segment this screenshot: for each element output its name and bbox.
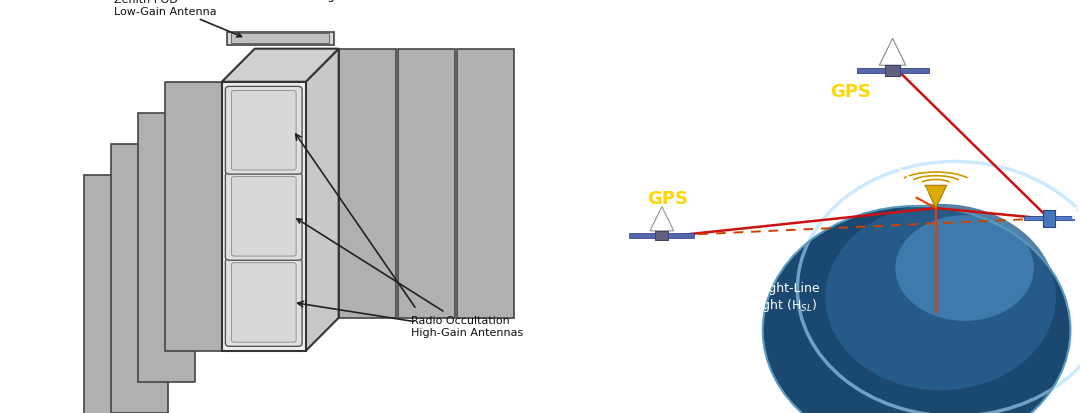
Text: Straight-Line
Height (H$_{SL}$): Straight-Line Height (H$_{SL}$) xyxy=(739,281,820,313)
Polygon shape xyxy=(231,34,329,44)
FancyBboxPatch shape xyxy=(226,87,302,175)
Text: GPS: GPS xyxy=(648,190,688,208)
FancyBboxPatch shape xyxy=(226,173,302,261)
Polygon shape xyxy=(84,176,140,413)
Polygon shape xyxy=(138,114,194,382)
Polygon shape xyxy=(399,50,455,318)
Ellipse shape xyxy=(762,206,1070,413)
Bar xyxy=(1024,217,1043,221)
Polygon shape xyxy=(306,50,339,351)
Text: Spire: Spire xyxy=(1061,203,1080,218)
Polygon shape xyxy=(339,50,395,318)
Bar xyxy=(1055,217,1074,221)
Polygon shape xyxy=(924,186,947,209)
Text: Jamming: Jamming xyxy=(849,126,917,140)
FancyBboxPatch shape xyxy=(231,177,296,256)
Text: H$_{SL}$ = -140km: H$_{SL}$ = -140km xyxy=(686,240,773,256)
FancyBboxPatch shape xyxy=(231,91,296,171)
Text: Radio Occultation
High-Gain Antennas: Radio Occultation High-Gain Antennas xyxy=(297,219,523,337)
Polygon shape xyxy=(111,145,167,413)
Ellipse shape xyxy=(825,204,1056,390)
Polygon shape xyxy=(165,83,221,351)
FancyBboxPatch shape xyxy=(226,259,302,347)
Bar xyxy=(630,234,656,238)
Text: Flight Direction: Flight Direction xyxy=(314,0,405,2)
Polygon shape xyxy=(879,39,906,66)
FancyBboxPatch shape xyxy=(231,263,296,342)
Bar xyxy=(856,69,886,74)
Bar xyxy=(669,234,694,238)
Polygon shape xyxy=(227,33,334,45)
Bar xyxy=(656,231,669,240)
Polygon shape xyxy=(221,83,306,351)
Text: GPS: GPS xyxy=(831,83,872,100)
Polygon shape xyxy=(457,50,514,318)
Polygon shape xyxy=(221,50,339,83)
Polygon shape xyxy=(650,207,674,231)
Bar xyxy=(1043,211,1055,227)
Ellipse shape xyxy=(895,216,1034,321)
Bar xyxy=(900,69,929,74)
Text: Zenith POD
Low-Gain Antenna: Zenith POD Low-Gain Antenna xyxy=(113,0,242,38)
Bar xyxy=(886,66,900,76)
